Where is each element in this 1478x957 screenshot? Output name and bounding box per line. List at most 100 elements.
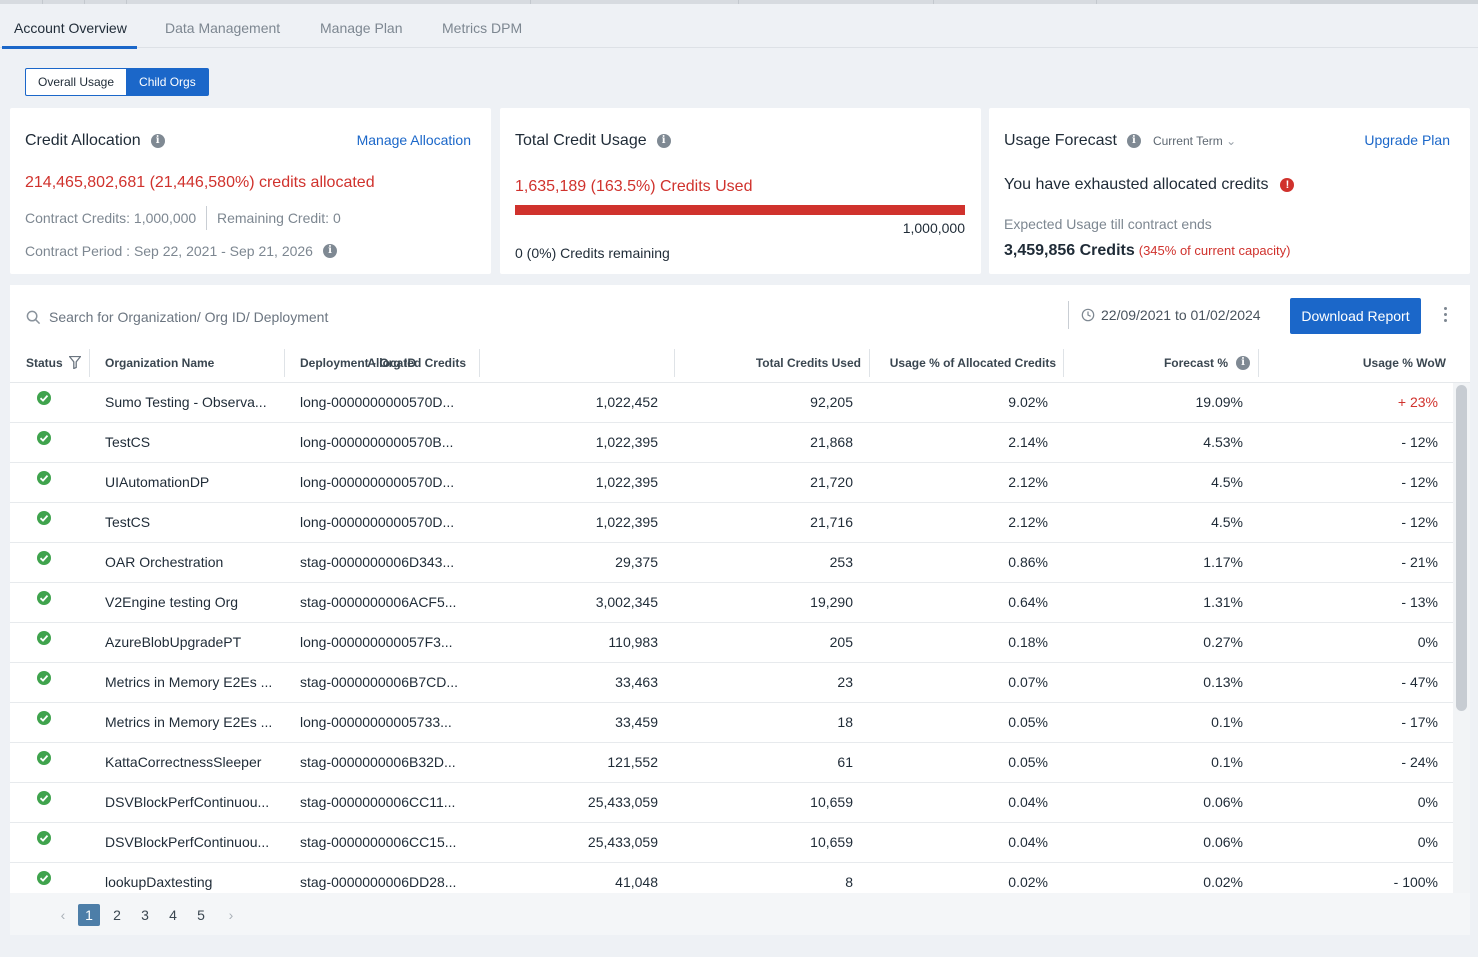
table-row[interactable]: Metrics in Memory E2Es ... long-000000000…	[10, 703, 1453, 743]
column-usage-pct[interactable]: Usage % of Allocated Credits	[889, 356, 1056, 370]
next-page-icon[interactable]: ›	[228, 907, 234, 923]
table-row[interactable]: Metrics in Memory E2Es ... stag-000000000…	[10, 663, 1453, 703]
column-status[interactable]: Status	[26, 347, 82, 383]
column-total-credits-used[interactable]: Total Credits Used	[755, 356, 861, 370]
forecast-pct: 19.09%	[1195, 394, 1243, 410]
page-2-button[interactable]: 2	[113, 907, 121, 923]
table-row[interactable]: AzureBlobUpgradePT long-000000000057F3...…	[10, 623, 1453, 663]
usage-pct: 0.04%	[1008, 834, 1048, 850]
org-name[interactable]: TestCS	[105, 514, 151, 530]
active-tab-indicator	[2, 46, 137, 49]
overall-usage-button[interactable]: Overall Usage	[38, 75, 115, 89]
status-ok-icon	[37, 471, 51, 485]
status-ok-icon	[37, 751, 51, 765]
org-name[interactable]: OAR Orchestration	[105, 554, 224, 570]
chevron-down-icon: ⌄	[1226, 134, 1237, 148]
tab-account-overview[interactable]: Account Overview	[14, 20, 127, 36]
org-name[interactable]: lookupDaxtesting	[105, 874, 213, 890]
allocated-credits: 33,459	[615, 714, 658, 730]
search-icon	[26, 310, 41, 324]
column-forecast[interactable]: Forecast % i	[1164, 347, 1250, 379]
usage-wow: - 17%	[1401, 714, 1438, 730]
download-report-button[interactable]: Download Report	[1290, 298, 1421, 334]
table-row[interactable]: Sumo Testing - Observa... long-0000000000…	[10, 383, 1453, 423]
total-credits-used: 18	[837, 714, 853, 730]
forecast-pct: 0.06%	[1203, 834, 1243, 850]
tab-data-management[interactable]: Data Management	[165, 20, 281, 36]
credits-allocated-value: 214,465,802,681 (21,446,580%) credits al…	[25, 174, 375, 191]
total-credits-used: 21,716	[810, 514, 853, 530]
upgrade-plan-link[interactable]: Upgrade Plan	[1364, 132, 1450, 148]
status-ok-icon	[37, 591, 51, 605]
table-row[interactable]: lookupDaxtesting stag-0000000006DD28... 41…	[10, 863, 1453, 893]
table-row[interactable]: OAR Orchestration stag-0000000006D343... 2…	[10, 543, 1453, 583]
org-name[interactable]: KattaCorrectnessSleeper	[105, 754, 262, 770]
filter-icon[interactable]	[68, 355, 82, 370]
table-row[interactable]: DSVBlockPerfContinuou... stag-0000000006C…	[10, 823, 1453, 863]
tab-manage-plan[interactable]: Manage Plan	[320, 20, 403, 36]
total-credits-used: 23	[837, 674, 853, 690]
column-org-name[interactable]: Organization Name	[105, 356, 215, 370]
prev-page-icon[interactable]: ‹	[60, 907, 66, 923]
forecast-pct: 0.1%	[1211, 714, 1243, 730]
usage-wow: 0%	[1417, 834, 1438, 850]
table-header: Status Organization Name Deployment - Or…	[10, 347, 1470, 383]
column-org-id[interactable]: Deployment - Org ID	[300, 356, 417, 370]
table-row[interactable]: UIAutomationDP long-0000000000570D... 1,02…	[10, 463, 1453, 503]
allocated-credits: 1,022,452	[595, 394, 658, 410]
search-input[interactable]: Search for Organization/ Org ID/ Deploym…	[49, 309, 329, 325]
manage-allocation-link[interactable]: Manage Allocation	[356, 132, 471, 148]
allocated-credits: 121,552	[607, 754, 658, 770]
more-options-icon[interactable]	[1442, 307, 1448, 325]
info-icon[interactable]: i	[1126, 134, 1141, 148]
search-bar[interactable]: Search for Organization/ Org ID/ Deploym…	[26, 309, 328, 325]
child-orgs-button[interactable]: Child Orgs	[126, 69, 208, 95]
usage-pct: 9.02%	[1008, 394, 1048, 410]
date-range-picker[interactable]: 22/09/2021 to 01/02/2024	[1068, 301, 1261, 329]
org-name[interactable]: Metrics in Memory E2Es ...	[105, 674, 273, 690]
table-row[interactable]: DSVBlockPerfContinuou... stag-0000000006C…	[10, 783, 1453, 823]
forecast-pct: 0.1%	[1211, 754, 1243, 770]
credits-remaining: 0 (0%) Credits remaining	[515, 245, 670, 261]
info-icon[interactable]: i	[656, 134, 671, 148]
org-name[interactable]: UIAutomationDP	[105, 474, 210, 490]
table-row[interactable]: TestCS long-0000000000570D... 1,022,395 21,…	[10, 503, 1453, 543]
usage-forecast-card: Usage Forecast i Current Term ⌄ Upgrade …	[989, 108, 1470, 274]
status-ok-icon	[37, 551, 51, 565]
column-divider	[284, 349, 285, 377]
org-id: long-00000000005733...	[300, 714, 452, 730]
status-ok-icon	[37, 831, 51, 845]
org-name[interactable]: AzureBlobUpgradePT	[105, 634, 242, 650]
allocated-credits: 3,002,345	[595, 594, 658, 610]
page-1-button[interactable]: 1	[78, 904, 100, 926]
table-row[interactable]: KattaCorrectnessSleeper stag-0000000006B3…	[10, 743, 1453, 783]
table-row[interactable]: V2Engine testing Org stag-0000000006ACF5.…	[10, 583, 1453, 623]
credit-allocation-heading: Credit Allocation	[25, 132, 141, 149]
page-5-button[interactable]: 5	[197, 907, 205, 923]
org-id: stag-0000000006ACF5...	[300, 594, 457, 610]
page-4-button[interactable]: 4	[169, 907, 177, 923]
tab-metrics-dpm[interactable]: Metrics DPM	[442, 20, 523, 36]
column-divider	[479, 349, 480, 377]
table-row[interactable]: TestCS long-0000000000570B... 1,022,395 21,…	[10, 423, 1453, 463]
usage-pct: 2.12%	[1008, 474, 1048, 490]
column-allocated-credits[interactable]: Allocated Credits	[367, 356, 466, 370]
info-icon[interactable]: i	[150, 134, 165, 148]
column-usage-wow[interactable]: Usage % WoW	[1362, 356, 1446, 370]
org-name[interactable]: Metrics in Memory E2Es ...	[105, 714, 273, 730]
term-dropdown[interactable]: Current Term ⌄	[1153, 134, 1236, 148]
page-3-button[interactable]: 3	[141, 907, 149, 923]
org-name[interactable]: Sumo Testing - Observa...	[105, 394, 267, 410]
org-id: long-000000000057F3...	[300, 634, 453, 650]
usage-wow: - 100%	[1393, 874, 1438, 890]
total-credits-used: 205	[829, 634, 853, 650]
org-name[interactable]: DSVBlockPerfContinuou...	[105, 794, 270, 810]
info-icon[interactable]: i	[322, 244, 337, 258]
org-id: stag-0000000006B32D...	[300, 754, 456, 770]
org-name[interactable]: DSVBlockPerfContinuou...	[105, 834, 270, 850]
org-name[interactable]: TestCS	[105, 434, 151, 450]
scrollbar-thumb[interactable]	[1456, 385, 1467, 711]
info-icon[interactable]: i	[1236, 356, 1250, 370]
org-name[interactable]: V2Engine testing Org	[105, 594, 239, 610]
